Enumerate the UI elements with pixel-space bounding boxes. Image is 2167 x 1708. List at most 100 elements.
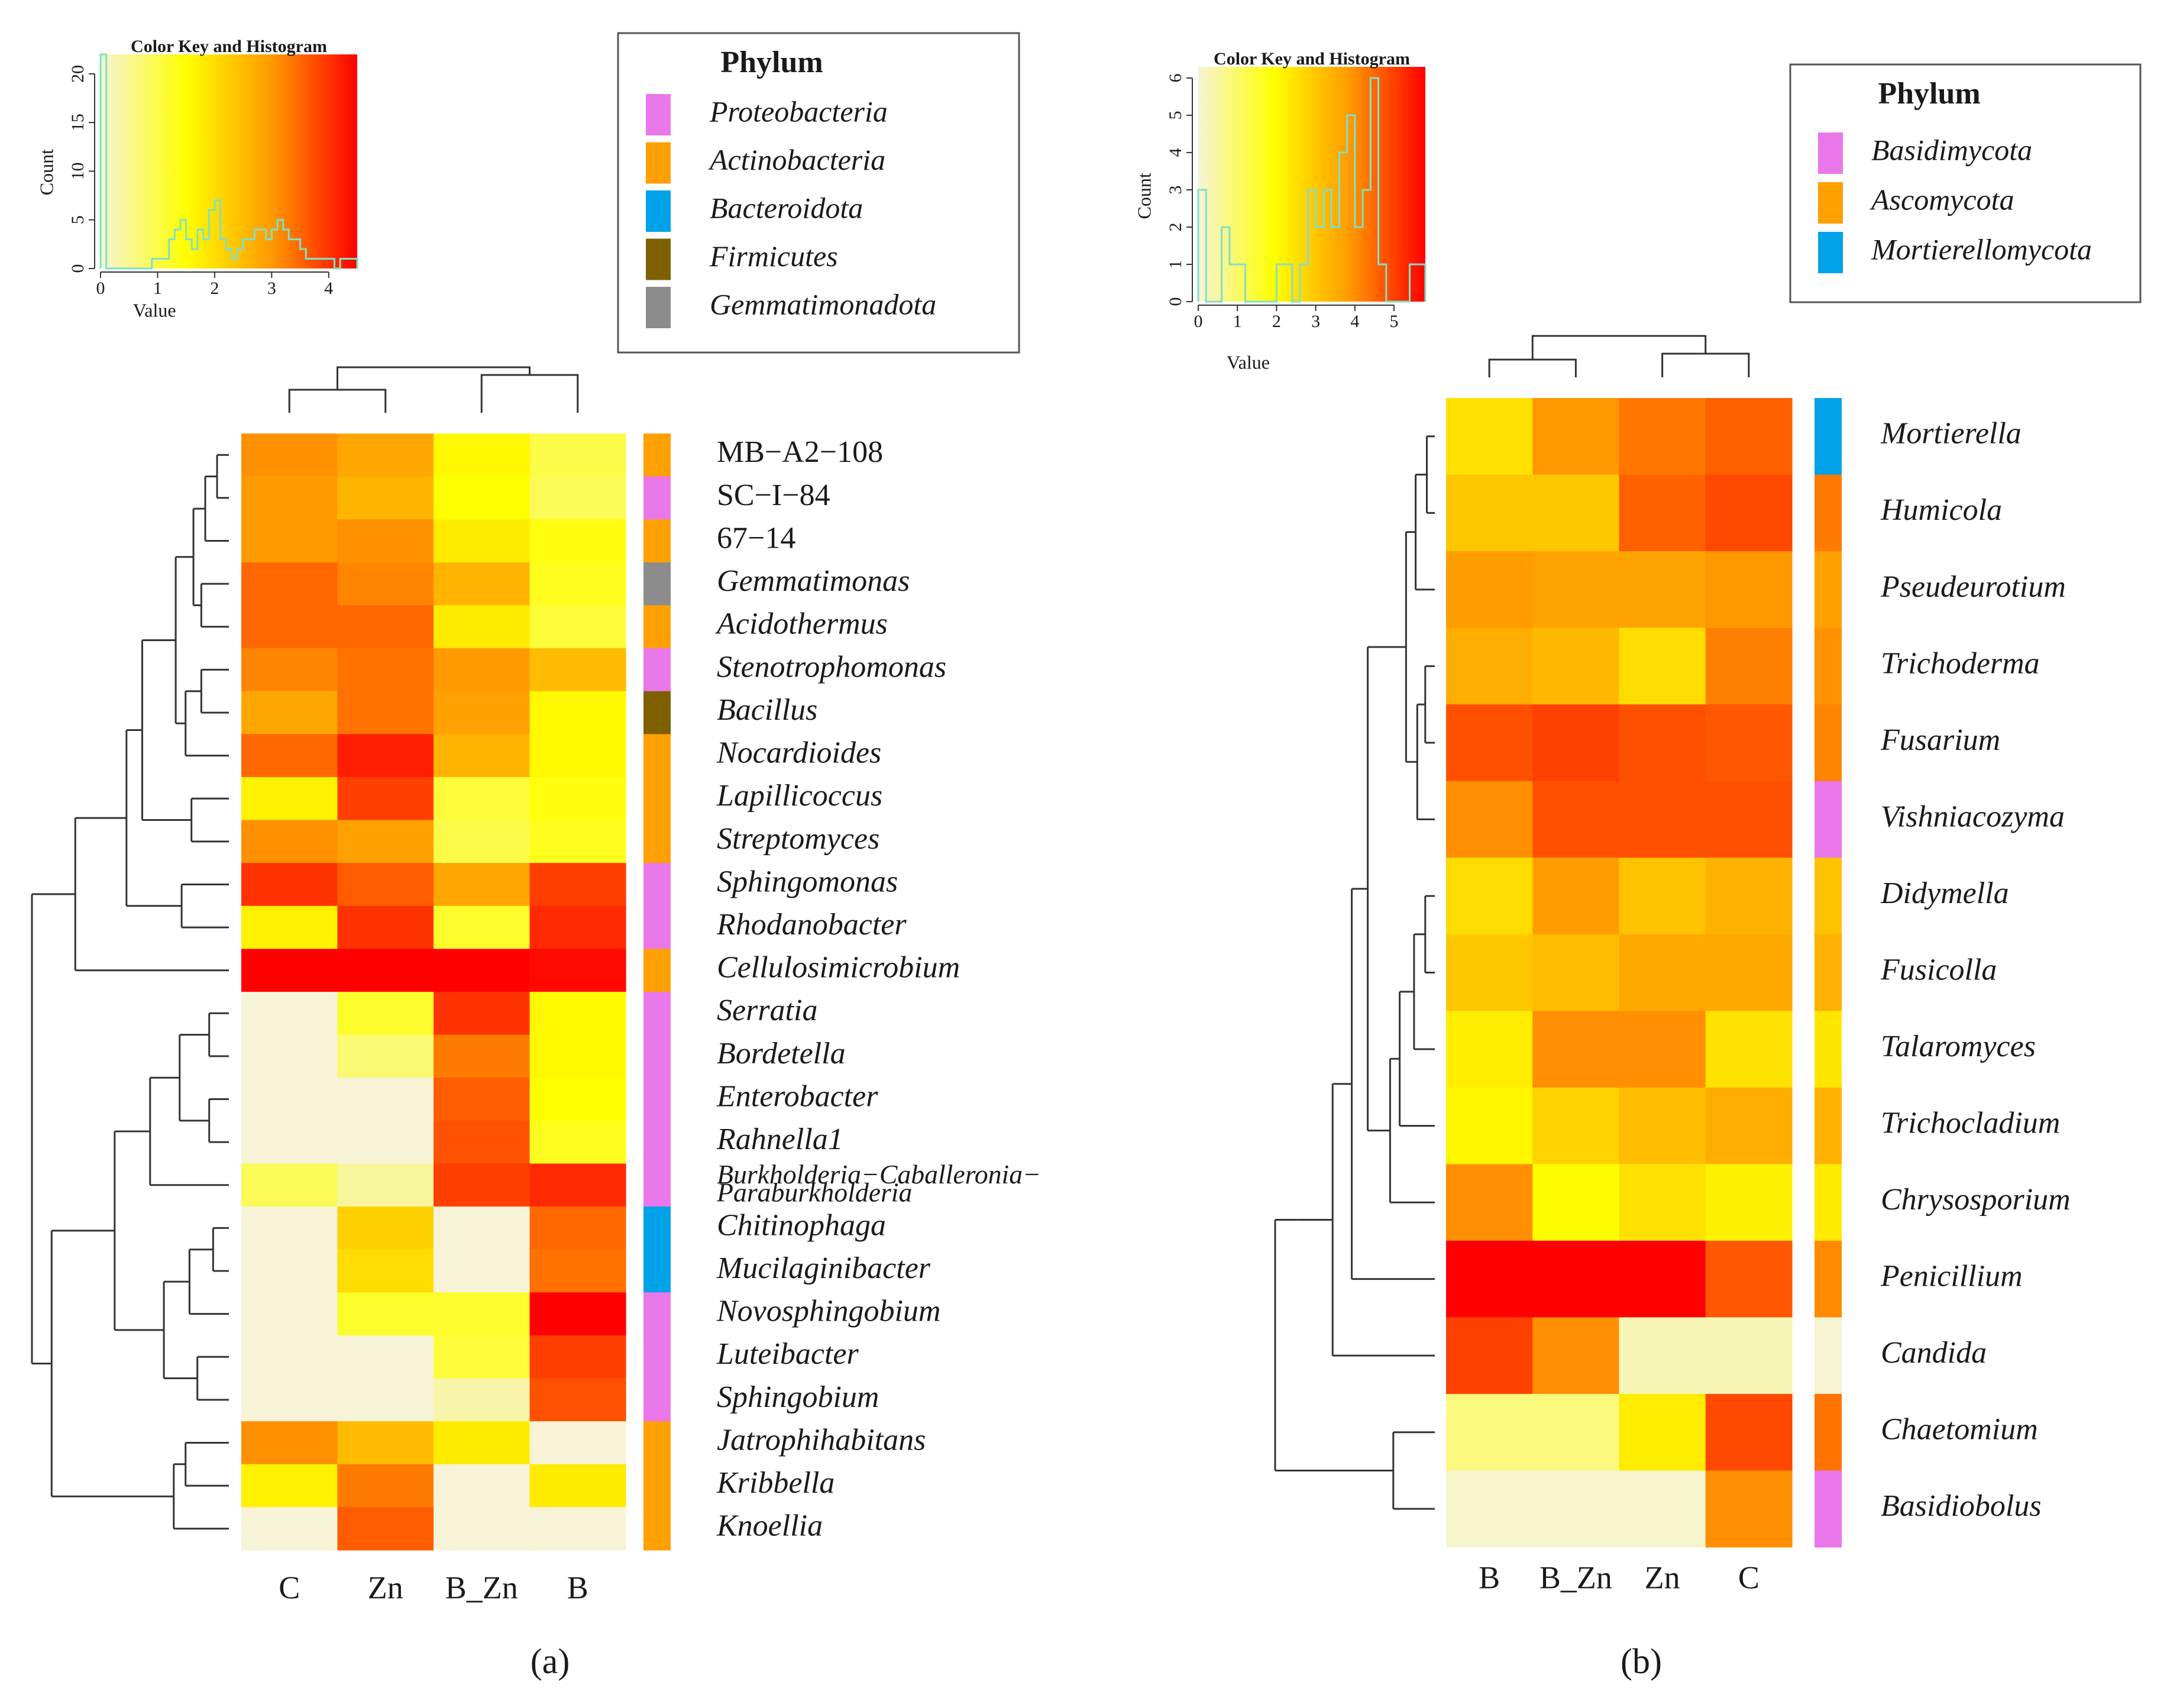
heatmap-cell — [1532, 1393, 1620, 1471]
row-side-color — [1815, 1393, 1842, 1471]
heatmap-cell — [1446, 551, 1533, 629]
heatmap-cell — [337, 863, 434, 907]
heatmap-cell — [1532, 627, 1620, 705]
heatmap-cell — [337, 1378, 434, 1422]
heatmap-cell — [337, 1464, 434, 1508]
row-label: Trichocladium — [1881, 1107, 2060, 1140]
row-dendrogram — [31, 454, 229, 1530]
row-label: Humicola — [1880, 493, 2002, 527]
row-side-color — [643, 905, 671, 949]
heatmap-cell — [529, 777, 626, 821]
row-label: Sphingobium — [717, 1380, 879, 1414]
x-tick-label: 0 — [96, 279, 105, 298]
heatmap-cell — [1446, 934, 1533, 1011]
heatmap-cell — [241, 1034, 338, 1078]
row-label-line: Paraburkholderia — [716, 1178, 912, 1208]
color-key: Color Key and Histogram 0 1 2 3 4 5 Value 0 1 2 3 4 5… — [1133, 49, 1427, 373]
legend-label: Basidimycota — [1871, 133, 2032, 166]
row-label: MB−A2−108 — [717, 435, 883, 469]
heatmap-cell — [1705, 1087, 1793, 1164]
heatmap-cell — [529, 905, 626, 949]
row-label: Rahnella1 — [716, 1123, 843, 1156]
row-label: Mortierella — [1880, 417, 2022, 451]
heatmap-cell — [1619, 934, 1706, 1011]
heatmap-cell — [529, 1120, 626, 1164]
x-axis-label: Value — [1227, 351, 1270, 373]
heatmap-cell — [241, 519, 338, 563]
heatmap-cell — [434, 1034, 531, 1078]
heatmap-cell — [529, 476, 626, 520]
heatmap-cell — [1532, 858, 1620, 935]
row-side-color — [643, 1292, 671, 1336]
y-tick-label: 2 — [1166, 222, 1185, 231]
heatmap-cell — [1532, 474, 1620, 552]
row-label: Luteibacter — [716, 1337, 859, 1371]
heatmap-cell — [434, 605, 531, 649]
heatmap-cell — [1705, 627, 1793, 705]
heatmap-cell — [337, 1120, 434, 1164]
heatmap-cell — [529, 519, 626, 563]
heatmap-cell — [1705, 474, 1793, 552]
heatmap-cell — [241, 1421, 338, 1465]
heatmap-cell — [337, 1249, 434, 1293]
y-tick-label: 10 — [68, 162, 88, 180]
heatmap-cell — [529, 562, 626, 606]
heatmap-cell — [337, 1507, 434, 1551]
y-tick-label: 1 — [1166, 260, 1185, 269]
phylum-legend: Phylum Basidimycota Ascomycota Mortierellom… — [1789, 63, 2142, 303]
heatmap-cell — [1619, 1164, 1706, 1241]
row-side-color — [1815, 1164, 1842, 1241]
heatmap-cell — [529, 1292, 626, 1336]
dendrogram-branch — [337, 366, 531, 390]
legend-swatch — [646, 238, 671, 280]
heatmap-cell — [1705, 1164, 1793, 1241]
row-side-color — [643, 1464, 671, 1508]
heatmap-cell — [1705, 781, 1793, 858]
heatmap-cell — [434, 1206, 531, 1250]
heatmap-cell — [241, 949, 338, 992]
heatmap-cell — [1619, 858, 1706, 935]
x-axis-label: Value — [133, 299, 176, 321]
dendrogram-branch — [288, 389, 387, 413]
heatmap-cell — [529, 734, 626, 778]
heatmap-cell — [337, 1078, 434, 1121]
heatmap-cell — [434, 992, 531, 1036]
heatmap-cell — [241, 1378, 338, 1422]
row-side-color — [1815, 934, 1842, 1011]
row-side-color — [643, 1507, 671, 1551]
row-side-color — [643, 1378, 671, 1422]
column-label: C — [1738, 1560, 1760, 1595]
heatmap-cell — [434, 562, 531, 606]
heatmap-cell — [337, 605, 434, 649]
row-side-color — [1815, 1087, 1842, 1164]
row-label: Cellulosimicrobium — [717, 951, 960, 985]
heatmap-cell — [434, 476, 531, 520]
row-side-color — [643, 1421, 671, 1465]
row-label: Candida — [1881, 1336, 1987, 1370]
legend-label: Bacteroidota — [710, 191, 863, 224]
heatmap-cell — [434, 905, 531, 949]
row-side-color — [1815, 781, 1842, 858]
legend-label: Proteobacteria — [709, 95, 888, 128]
heatmap-cell — [241, 691, 338, 735]
heatmap-cell — [337, 905, 434, 949]
row-label: Chitinophaga — [717, 1208, 886, 1242]
heatmap-cell — [241, 476, 338, 520]
heatmap-cell — [337, 434, 434, 477]
heatmap-cell — [1446, 704, 1533, 782]
heatmap-cell — [241, 434, 338, 477]
heatmap-cell — [337, 949, 434, 992]
heatmap: MB−A2−108 SC−I−84 67−14 Gemmatimonas Acidoth… — [31, 366, 1041, 1605]
heatmap-cell — [241, 605, 338, 649]
legend-label: Mortierellomycota — [1871, 232, 2092, 266]
heatmap-cell — [529, 1034, 626, 1078]
row-label: SC−I−84 — [717, 478, 830, 512]
heatmap-cell — [1705, 1317, 1793, 1395]
heatmap-cell — [1705, 551, 1793, 629]
heatmap-cell — [337, 562, 434, 606]
heatmap-cell — [1532, 1317, 1620, 1395]
row-side-color — [643, 476, 671, 520]
row-side-color — [643, 777, 671, 821]
row-side-color — [643, 1249, 671, 1293]
legend-swatch — [646, 142, 671, 184]
